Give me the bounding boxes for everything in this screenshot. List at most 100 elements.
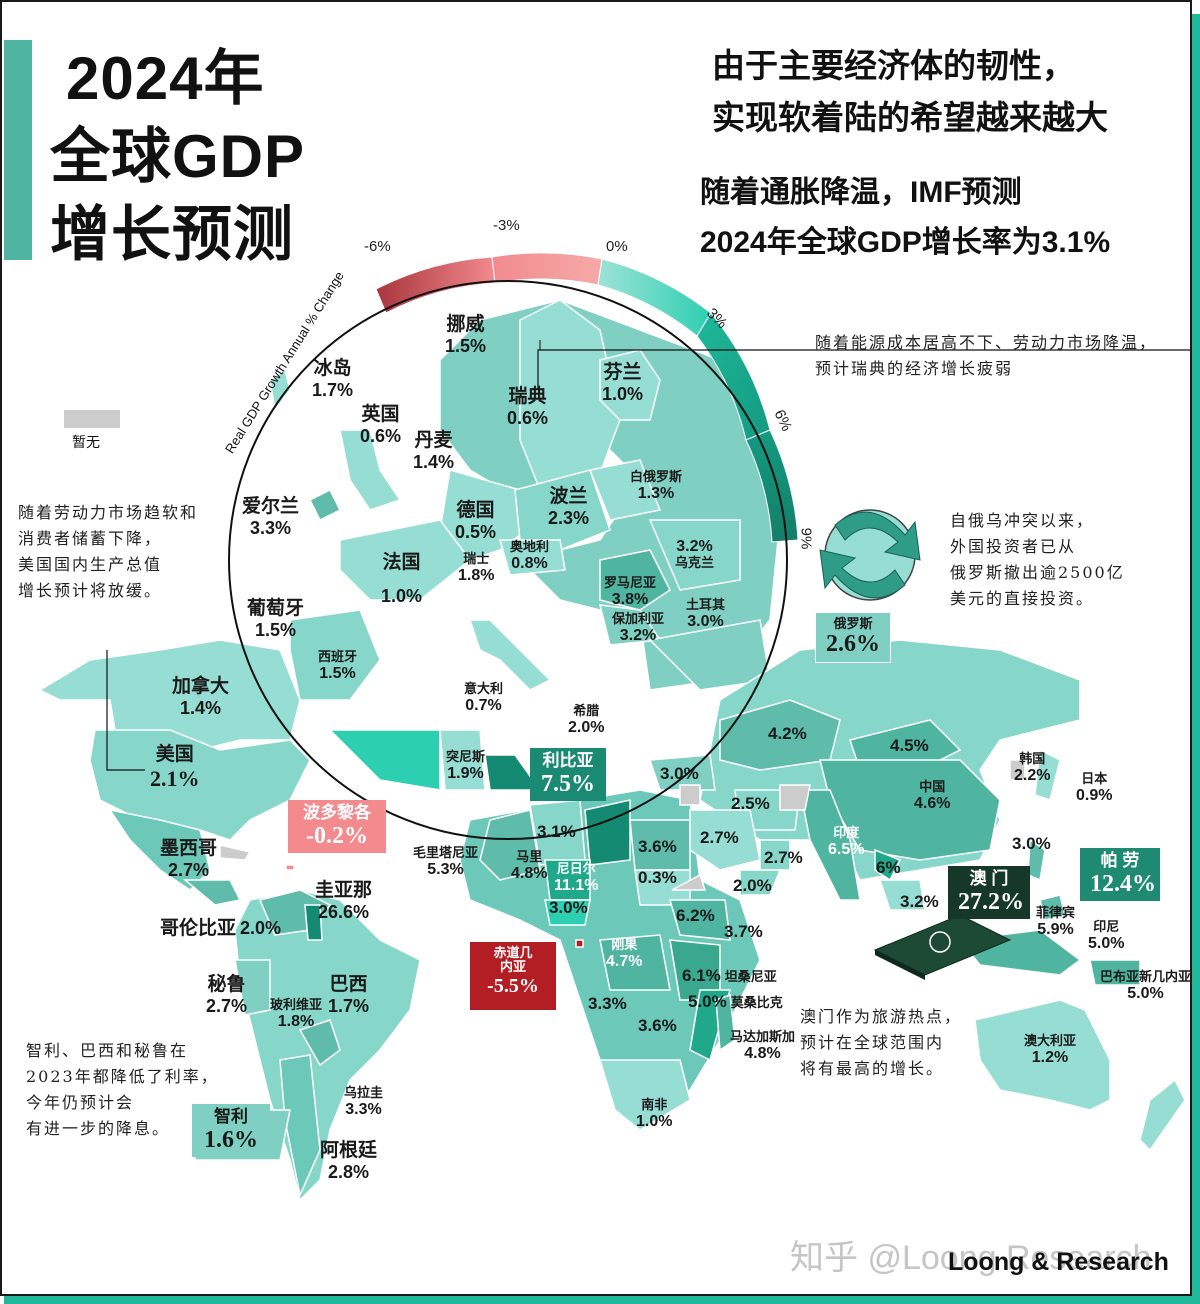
country-name: 土耳其 [686, 597, 726, 612]
country-name: 美国 [155, 744, 194, 765]
country-value: 27.2% [958, 888, 1024, 915]
country-value: 4.7% [606, 952, 643, 970]
globe-icon [819, 509, 921, 601]
country-value: 3.6% [638, 1016, 677, 1035]
country-name: 智利 [214, 1107, 248, 1126]
note-line: 预计瑞典的经济增长疲弱 [815, 359, 1014, 378]
country-value: 0.9% [1076, 786, 1113, 804]
label-peru: 秘鲁 2.7% [206, 974, 247, 1017]
label-mauritania: 毛里塔尼亚 5.3% [413, 845, 479, 879]
note-line: 2023年都降低了利率， [26, 1067, 219, 1086]
country-value: 3.2% [900, 892, 939, 911]
note-line: 美国国内生产总值 [18, 555, 163, 574]
label-madagascar: 马达加斯加 4.8% [730, 1029, 795, 1063]
country-value: 26.6% [317, 901, 370, 922]
label-austria: 奥地利 0.8% [510, 539, 550, 573]
label-france: 法国 1.0% [381, 552, 422, 607]
country-name: 马里 [516, 849, 543, 864]
country-name: 加拿大 [172, 676, 230, 697]
country-name: 白俄罗斯 [630, 469, 683, 484]
headline-line-1: 由于主要经济体的韧性， [712, 47, 1075, 84]
country-name: 中国 [919, 779, 946, 794]
label-iceland: 冰岛 1.7% [312, 358, 353, 401]
label-iran-area: 2.5% [731, 794, 770, 814]
country-value: 6.1% [682, 966, 721, 985]
country-value: 2.7% [167, 859, 210, 880]
label-guyana: 圭亚那 26.6% [315, 880, 372, 923]
country-value: 3.3% [249, 517, 292, 538]
label-zambia-area: 3.6% [638, 1016, 677, 1036]
label-bulgaria: 保加利亚 3.2% [612, 611, 664, 645]
country-value: 2.1% [150, 765, 200, 791]
country-value: -0.2% [306, 822, 368, 849]
label-algeria-area: 3.1% [537, 822, 576, 842]
label-australia: 澳大利亚 1.2% [1024, 1033, 1076, 1067]
label-tanzania: 6.1% 坦桑尼亚 [682, 966, 777, 986]
country-name: 德国 [456, 500, 495, 521]
label-somalia-area: 3.7% [724, 922, 763, 942]
passport-icon [873, 914, 1012, 980]
country-name: 乌拉圭 [344, 1085, 384, 1100]
label-greece: 希腊 2.0% [568, 703, 604, 737]
country-name: 西班牙 [318, 649, 358, 664]
label-ireland: 爱尔兰 3.3% [242, 496, 299, 539]
country-value: 1.3% [637, 484, 675, 502]
country-value: 2.3% [548, 507, 590, 528]
label-thailand-area: 3.2% [900, 892, 939, 912]
country-name: 毛里塔尼亚 [413, 845, 479, 860]
country-name: 韩国 [1019, 751, 1046, 766]
label-angola-area: 3.3% [588, 994, 627, 1014]
label-yemen-area: 2.0% [733, 876, 772, 896]
country-value: 0.6% [360, 425, 402, 446]
country-name: 奥地利 [510, 539, 550, 554]
country-name: 波多黎各 [303, 803, 371, 822]
country-value: 3.3% [588, 994, 627, 1013]
label-canada: 加拿大 1.4% [172, 676, 229, 719]
label-belarus: 白俄罗斯 1.3% [630, 469, 683, 503]
gauge-tick-neg6: -6% [364, 238, 391, 255]
label-nigeria-area: 3.0% [549, 898, 588, 918]
note-line: 智利、巴西和秘鲁在 [26, 1041, 189, 1060]
country-value: 5.9% [1037, 920, 1074, 938]
country-value: 3.0% [549, 898, 588, 917]
watermark: 知乎 @Loong Research [790, 1239, 1152, 1277]
label-mongolia-area: 4.5% [890, 736, 929, 756]
country-value: 2.7% [206, 995, 248, 1016]
note-line: 美元的直接投资。 [950, 589, 1095, 608]
label-brazil: 巴西 1.7% [328, 974, 369, 1017]
callout-chile: 智利 1.6% [192, 1104, 270, 1158]
title-accent-bar [4, 40, 32, 260]
country-value: 2.6% [826, 631, 880, 658]
country-name: 墨西哥 [160, 838, 218, 859]
country-name: 波兰 [549, 486, 588, 507]
country-name: 法国 [382, 552, 421, 573]
country-name: 南非 [641, 1097, 668, 1112]
country-name: 巴布亚新几内亚 [1100, 969, 1192, 984]
headline-line-2: 实现软着陆的希望越来越大 [712, 99, 1108, 136]
headline: 由于主要经济体的韧性， 实现软着陆的希望越来越大 [712, 40, 1108, 144]
note-line: 将有最高的增长。 [800, 1059, 945, 1078]
country-value: 0.8% [511, 554, 548, 572]
label-korea: 韩国 2.2% [1014, 751, 1050, 785]
country-value: 3.2% [676, 538, 713, 555]
label-tunisia: 突尼斯 1.9% [446, 749, 485, 783]
legend-na-label: 暂无 [72, 435, 100, 451]
country-name: 罗马尼亚 [604, 575, 657, 590]
country-value: 1.2% [1031, 1048, 1069, 1066]
country-name: 刚果 [611, 937, 638, 952]
country-value: 1.5% [254, 619, 297, 640]
gauge-tick-9: 9% [797, 527, 815, 550]
country-value: 11.1% [554, 876, 599, 894]
country-value: 7.5% [541, 770, 595, 797]
label-argentina: 阿根廷 2.8% [320, 1140, 377, 1183]
label-mexico: 墨西哥 2.7% [160, 838, 217, 881]
country-value: 1.0% [602, 383, 644, 404]
country-value: 1.6% [204, 1126, 258, 1153]
country-name: 印度 [833, 825, 860, 840]
country-value: 2.5% [731, 794, 770, 813]
country-name: 英国 [361, 404, 400, 425]
title-line-1: 2024年 [66, 45, 265, 112]
country-name: 爱尔兰 [242, 496, 300, 517]
label-niger: 尼日尔 11.1% [554, 861, 599, 895]
country-value: 1.5% [445, 335, 487, 356]
